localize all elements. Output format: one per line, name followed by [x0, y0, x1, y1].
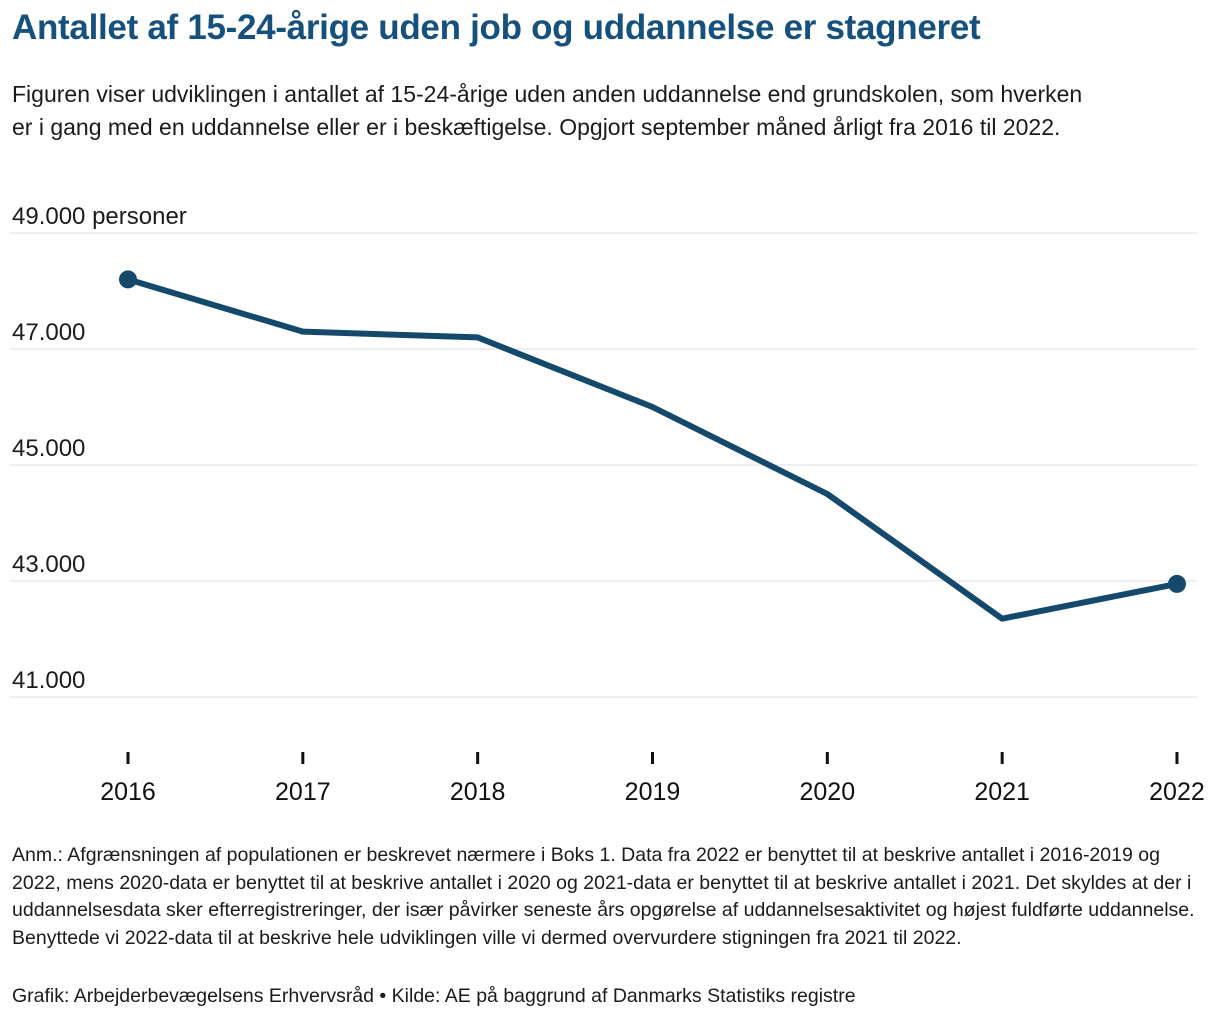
data-point	[1167, 574, 1186, 593]
data-line	[127, 276, 1178, 622]
subtitle-line-2: er i gang med en uddannelse eller er i b…	[12, 114, 1061, 140]
credit-line: Grafik: Arbejderbevægelsens Erhvervsråd …	[12, 985, 856, 1007]
x-year-label: 2020	[800, 778, 856, 806]
y-tick-label: 41.000	[12, 667, 85, 694]
x-year-label: 2017	[275, 778, 331, 806]
footnote: Anm.: Afgrænsningen af populationen er b…	[12, 844, 1195, 949]
y-tick-label: 45.000	[12, 435, 85, 462]
line-chart: 49.000 personer 47.000 45.000 43.000 41.000 2…	[10, 203, 1205, 806]
x-year-label: 2022	[1149, 778, 1205, 806]
figure-description: Figuren viser udviklingen i antallet af …	[12, 78, 1212, 144]
x-year-label: 2016	[100, 778, 156, 806]
y-tick-label: 49.000 personer	[12, 203, 187, 230]
subtitle-line-1: Figuren viser udviklingen i antallet af …	[12, 81, 1083, 107]
x-year-label: 2018	[450, 778, 506, 806]
y-tick-label: 47.000	[12, 319, 85, 346]
page-title: Antallet af 15-24-årige uden job og udda…	[12, 8, 981, 47]
y-tick-label: 43.000	[12, 551, 85, 578]
x-year-label: 2021	[974, 778, 1030, 806]
data-point	[119, 270, 137, 289]
x-year-label: 2019	[625, 778, 681, 806]
